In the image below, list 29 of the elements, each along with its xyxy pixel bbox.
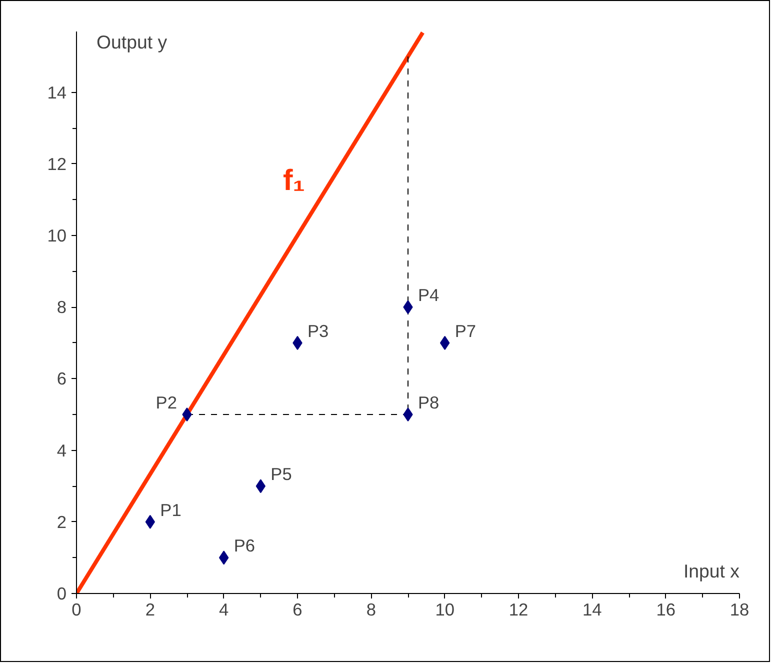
- annotation: P3: [308, 320, 329, 341]
- x-tick-label: 4: [219, 600, 230, 620]
- series-label: f₁: [282, 164, 305, 197]
- x-tick-label: 18: [730, 600, 750, 620]
- y-tick-label: 8: [56, 297, 67, 318]
- annotation: P1: [160, 500, 182, 520]
- annotation: P8: [418, 392, 440, 413]
- y-tick-label: 6: [56, 368, 67, 389]
- x-tick-label: 8: [366, 600, 376, 620]
- x-tick-label: 16: [656, 600, 676, 620]
- x-tick-label: 2: [145, 600, 155, 620]
- annotation: P6: [234, 536, 256, 556]
- y-tick-label: 12: [47, 154, 67, 174]
- x-tick-label: 6: [292, 600, 302, 620]
- x-tick-label: 14: [582, 600, 602, 620]
- y-tick-label: 0: [56, 584, 67, 604]
- y-tick-label: 14: [47, 82, 67, 102]
- y-tick-label: 2: [56, 512, 67, 532]
- y-tick-label: 10: [47, 226, 67, 246]
- x-axis-title: Input x: [683, 560, 740, 582]
- y-tick-label: 4: [56, 440, 67, 460]
- annotation: P7: [454, 320, 476, 341]
- annotation: P2: [156, 392, 178, 413]
- x-tick-label: 10: [435, 600, 454, 620]
- x-tick-label: 12: [508, 600, 528, 620]
- y-axis-title: Output y: [96, 32, 168, 52]
- x-tick-label: 0: [72, 600, 82, 620]
- annotation: P5: [270, 464, 292, 484]
- annotation: P4: [418, 285, 440, 306]
